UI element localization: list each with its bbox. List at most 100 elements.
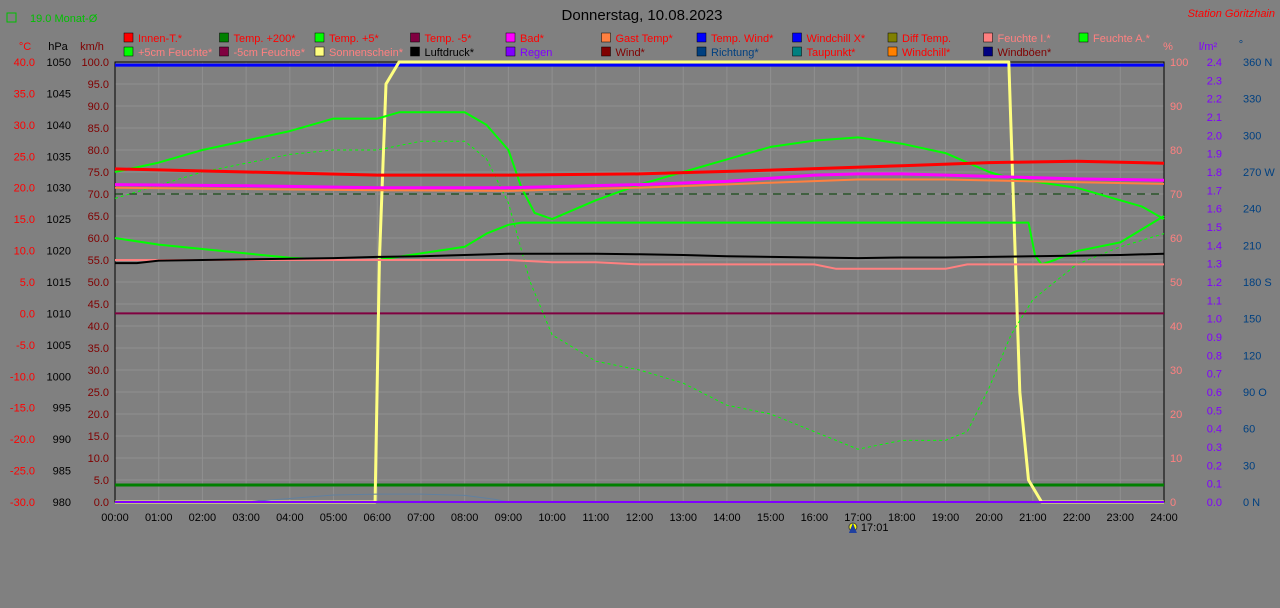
legend-swatch xyxy=(792,46,802,57)
x-tick-label: 21:00 xyxy=(1019,512,1047,524)
x-tick-label: 23:00 xyxy=(1107,512,1135,524)
pressure-tick-label: 1025 xyxy=(47,214,71,226)
legend-label: Richtung* xyxy=(711,47,759,59)
series-line-4 xyxy=(115,60,1164,504)
direction-tick-label: 300 xyxy=(1243,130,1261,142)
rain-tick-label: 0.0 xyxy=(1207,497,1222,509)
series-layer xyxy=(114,60,1165,504)
rain-tick-label: 2.0 xyxy=(1207,130,1222,142)
legend-label: Gast Temp* xyxy=(616,33,674,45)
wind-tick-label: 15.0 xyxy=(88,431,109,443)
legend-swatch xyxy=(792,32,802,43)
series-line-10 xyxy=(114,178,1165,192)
temp-tick-label: 25.0 xyxy=(14,151,35,163)
legend-swatch xyxy=(123,46,134,57)
temp-tick-label: -5.0 xyxy=(16,340,35,352)
direction-tick-label: 210 xyxy=(1243,240,1261,252)
wind-tick-label: 55.0 xyxy=(88,255,109,267)
temp-tick-label: -30.0 xyxy=(10,497,35,509)
x-tick-label: 08:00 xyxy=(451,512,479,524)
monthly-avg-swatch xyxy=(6,12,17,23)
series-line-6 xyxy=(114,140,1165,450)
legend-swatch xyxy=(983,32,993,43)
legend-label: +5cm Feuchte* xyxy=(138,47,213,59)
rain-tick-label: 1.7 xyxy=(1207,185,1222,197)
pressure-tick-label: 1040 xyxy=(47,120,71,132)
legend-swatch xyxy=(219,32,229,43)
rain-tick-label: 1.4 xyxy=(1207,240,1222,252)
temp-tick-label: 35.0 xyxy=(14,88,35,100)
legend-label: Windböen* xyxy=(998,47,1053,59)
wind-tick-label: 90.0 xyxy=(88,101,109,113)
pressure-tick-label: 1030 xyxy=(47,183,71,195)
legend-label: Feuchte A.* xyxy=(1093,33,1151,45)
humidity-tick-label: 0 xyxy=(1170,497,1176,509)
legend-swatch xyxy=(314,46,325,57)
pressure-tick-label: 985 xyxy=(53,466,71,478)
legend-label: Wind* xyxy=(616,47,646,59)
legend-label: Luftdruck* xyxy=(425,47,475,59)
humidity-tick-label: 70 xyxy=(1170,189,1182,201)
rain-tick-label: 1.3 xyxy=(1207,259,1222,271)
series-line-12 xyxy=(115,252,1165,265)
rain-tick-label: 0.1 xyxy=(1207,479,1222,491)
rain-unit: l/m² xyxy=(1199,41,1218,53)
legend-swatch xyxy=(314,32,325,43)
rain-tick-label: 0.2 xyxy=(1207,460,1222,472)
rain-tick-label: 1.1 xyxy=(1207,295,1222,307)
series-line-13 xyxy=(115,493,1164,503)
series-line-11 xyxy=(115,259,1164,270)
rain-tick-label: 0.8 xyxy=(1207,350,1222,362)
legend-label: Innen-T.* xyxy=(138,33,183,45)
pressure-tick-label: 980 xyxy=(53,497,71,509)
monthly-avg-label: 19.0 Monat-Ø xyxy=(30,13,98,25)
legend-label: Diff Temp. xyxy=(902,33,951,45)
x-tick-label: 15:00 xyxy=(757,512,785,524)
x-tick-label: 19:00 xyxy=(932,512,960,524)
rain-tick-label: 2.1 xyxy=(1207,112,1222,124)
x-tick-label: 03:00 xyxy=(232,512,260,524)
direction-tick-label: 60 xyxy=(1243,424,1255,436)
legend-label: Sonnenschein* xyxy=(329,47,404,59)
pressure-tick-label: 1050 xyxy=(47,57,71,69)
wind-tick-label: 10.0 xyxy=(88,453,109,465)
x-tick-label: 20:00 xyxy=(975,512,1003,524)
sun-marker-label: 17:01 xyxy=(861,522,889,534)
legend-swatch xyxy=(1078,32,1089,43)
legend-swatch xyxy=(601,32,611,43)
rain-tick-label: 1.9 xyxy=(1207,149,1222,161)
rain-tick-label: 1.0 xyxy=(1207,314,1222,326)
station-name: Station Göritzhain xyxy=(1188,8,1275,20)
wind-tick-label: 95.0 xyxy=(88,79,109,91)
legend-swatch xyxy=(696,32,707,43)
humidity-tick-label: 10 xyxy=(1170,453,1182,465)
rain-tick-label: 0.5 xyxy=(1207,405,1222,417)
x-tick-label: 10:00 xyxy=(538,512,566,524)
direction-tick-label: 270 W xyxy=(1243,167,1275,179)
pressure-tick-label: 1005 xyxy=(47,340,71,352)
x-tick-label: 02:00 xyxy=(189,512,217,524)
pressure-tick-label: 1020 xyxy=(47,246,71,258)
legend-swatch xyxy=(696,46,707,57)
legend: Innen-T.* Temp. +200* Temp. +5* Temp. -5* Ba… xyxy=(123,32,1151,59)
wind-tick-label: 80.0 xyxy=(88,145,109,157)
humidity-tick-label: 90 xyxy=(1170,101,1182,113)
x-tick-label: 14:00 xyxy=(713,512,741,524)
sun-marker: 17:01 xyxy=(848,522,889,534)
temp-tick-label: -15.0 xyxy=(10,403,35,415)
direction-tick-label: 240 xyxy=(1243,204,1261,216)
temp-tick-label: -20.0 xyxy=(10,434,35,446)
pressure-tick-label: 1045 xyxy=(47,88,71,100)
wind-tick-label: 100.0 xyxy=(81,57,109,69)
chart-title: Donnerstag, 10.08.2023 xyxy=(562,7,723,24)
series-line-9 xyxy=(114,172,1165,190)
wind-unit: km/h xyxy=(80,41,104,53)
direction-tick-label: 150 xyxy=(1243,314,1261,326)
x-tick-label: 04:00 xyxy=(276,512,304,524)
temp-tick-label: 5.0 xyxy=(20,277,35,289)
legend-label: Temp. +5* xyxy=(329,33,380,45)
humidity-unit: % xyxy=(1163,41,1173,53)
rain-tick-label: 1.2 xyxy=(1207,277,1222,289)
x-tick-label: 01:00 xyxy=(145,512,173,524)
